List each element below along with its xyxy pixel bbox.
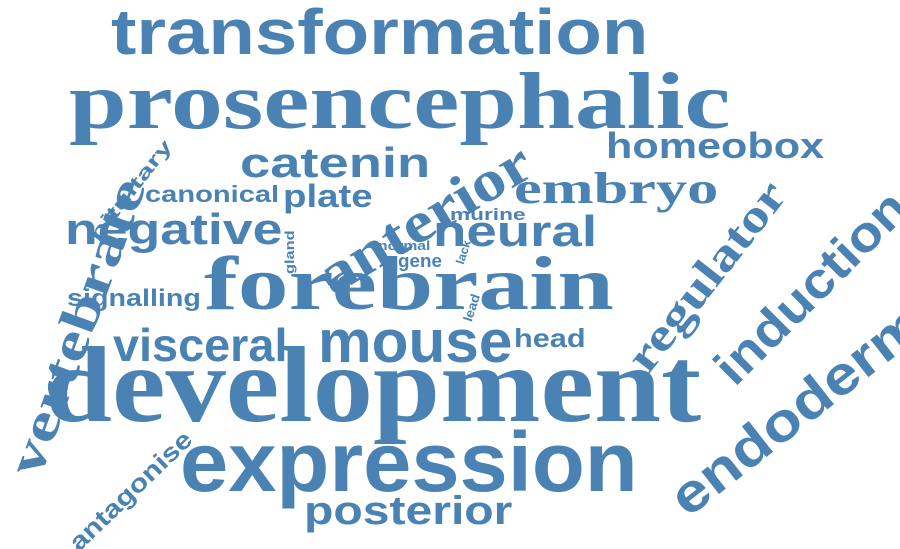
word-plate: plate: [283, 178, 373, 214]
word-embryo: embryo: [514, 164, 719, 213]
word-expression: expression: [180, 415, 638, 509]
word-head: head: [514, 323, 586, 353]
word-mouse: mouse: [318, 308, 513, 375]
word-catenin: catenin: [240, 139, 431, 186]
word-antagonise: antagonise: [63, 425, 199, 549]
word-canonical: canonical: [145, 181, 280, 207]
word-transformation: transformation: [111, 0, 649, 68]
word-normal: normal: [378, 238, 431, 253]
word-gene: gene: [398, 251, 443, 271]
word-signalling: signalling: [67, 285, 201, 312]
word-murine: murine: [450, 205, 526, 224]
word-prosencephalic: prosencephalic: [69, 58, 731, 146]
word-development: development: [45, 326, 702, 445]
word-homeobox: homeobox: [606, 125, 825, 166]
word-forebrain: forebrain: [204, 242, 614, 326]
word-posterior: posterior: [304, 489, 513, 533]
word-visceral: visceral: [113, 319, 288, 371]
word-negative: negative: [65, 205, 283, 254]
word-neural: neural: [433, 207, 598, 256]
